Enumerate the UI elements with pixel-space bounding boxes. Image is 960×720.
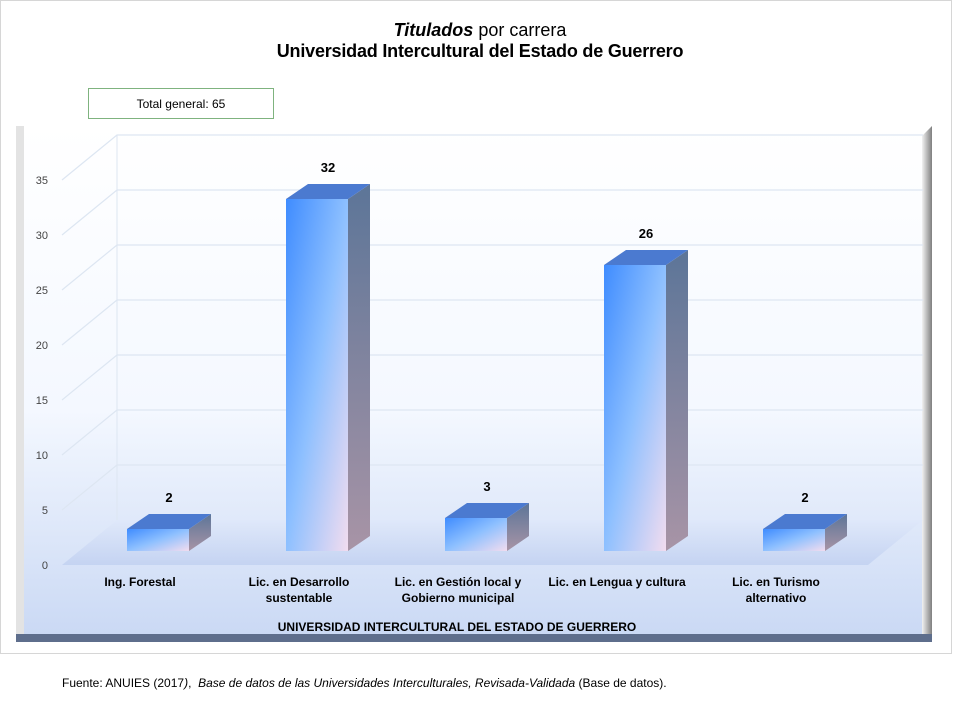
bar-front bbox=[127, 529, 189, 551]
source-database-title: Base de datos de las Universidades Inter… bbox=[198, 676, 576, 690]
bar-side bbox=[348, 184, 370, 551]
x-axis-categories: Ing. Forestal Lic. en Desarrollo sustentab… bbox=[104, 575, 820, 605]
bar-top bbox=[127, 514, 211, 529]
bar-top bbox=[286, 184, 370, 199]
data-label: 32 bbox=[321, 160, 335, 175]
category-label-line: alternativo bbox=[746, 591, 807, 605]
y-tick-label: 20 bbox=[36, 340, 48, 352]
data-labels: 2 32 3 26 2 bbox=[165, 160, 808, 505]
bottom-edge bbox=[16, 634, 932, 642]
bar-chart: 0 5 10 15 20 25 30 35 2 32 3 26 2 Ing. Forestal Lic.… bbox=[16, 126, 932, 642]
source-suffix: (Base de datos). bbox=[575, 676, 667, 690]
bar-top bbox=[763, 514, 847, 529]
data-label: 2 bbox=[165, 490, 172, 505]
bar-front bbox=[604, 265, 666, 551]
bar-side bbox=[825, 514, 847, 551]
plot-background bbox=[16, 126, 932, 642]
bar-top bbox=[445, 503, 529, 518]
y-tick-label: 10 bbox=[36, 450, 48, 462]
category-label: Lic. en Turismo alternativo bbox=[732, 575, 820, 605]
bar-front bbox=[445, 518, 507, 551]
category-label-line: Lic. en Lengua y cultura bbox=[548, 575, 686, 589]
y-tick-label: 0 bbox=[42, 560, 48, 572]
data-label: 26 bbox=[639, 226, 653, 241]
total-general-box: Total general: 65 bbox=[88, 88, 274, 119]
category-label: Lic. en Lengua y cultura bbox=[548, 575, 686, 589]
bar-front bbox=[286, 199, 348, 551]
y-tick-label: 25 bbox=[36, 285, 48, 297]
category-label: Lic. en Gestión local y Gobierno municipa… bbox=[395, 575, 522, 605]
category-label-line: Ing. Forestal bbox=[104, 575, 175, 589]
y-tick-label: 15 bbox=[36, 395, 48, 407]
y-tick-label: 35 bbox=[36, 175, 48, 187]
y-axis-ticks: 0 5 10 15 20 25 30 35 bbox=[36, 175, 48, 572]
data-label: 2 bbox=[801, 490, 808, 505]
category-label-line: Lic. en Gestión local y bbox=[395, 575, 522, 589]
data-label: 3 bbox=[483, 479, 490, 494]
category-label: Ing. Forestal bbox=[104, 575, 175, 589]
bar bbox=[286, 184, 370, 551]
bars bbox=[127, 184, 847, 551]
source-mid: , bbox=[188, 676, 199, 690]
chart-subtitle: Universidad Intercultural del Estado de … bbox=[276, 41, 684, 61]
category-label-line: Lic. en Turismo bbox=[732, 575, 820, 589]
source-prefix: Fuente: ANUIES (2017 bbox=[62, 676, 185, 690]
bar bbox=[604, 250, 688, 551]
category-label-line: sustentable bbox=[266, 591, 333, 605]
x-axis-title: UNIVERSIDAD INTERCULTURAL DEL ESTADO DE … bbox=[278, 620, 636, 634]
bar bbox=[127, 514, 211, 551]
bar-side bbox=[189, 514, 211, 551]
bar-front bbox=[763, 529, 825, 551]
right-edge bbox=[922, 126, 932, 642]
y-tick-label: 30 bbox=[36, 230, 48, 242]
category-label-line: Gobierno municipal bbox=[402, 591, 515, 605]
left-edge bbox=[16, 126, 24, 642]
source-note: Fuente: ANUIES (2017), Base de datos de … bbox=[62, 676, 667, 690]
category-label-line: Lic. en Desarrollo bbox=[249, 575, 350, 589]
chart-title-italic: Titulados bbox=[393, 20, 474, 40]
bar-side bbox=[666, 250, 688, 551]
source-paren: ) bbox=[184, 676, 189, 690]
bar bbox=[445, 503, 529, 551]
y-tick-label: 5 bbox=[42, 505, 48, 517]
bar-top bbox=[604, 250, 688, 265]
category-label: Lic. en Desarrollo sustentable bbox=[249, 575, 350, 605]
chart-title-rest: por carrera bbox=[473, 20, 567, 40]
bar-side bbox=[507, 503, 529, 551]
bar bbox=[763, 514, 847, 551]
chart-title: Titulados por carrera bbox=[0, 20, 960, 41]
